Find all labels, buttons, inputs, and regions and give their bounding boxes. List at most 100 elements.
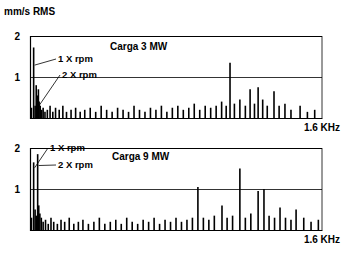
spike: [93, 222, 95, 230]
spike: [314, 110, 316, 118]
spike: [274, 218, 276, 230]
spike: [159, 224, 161, 230]
x-axis-line: [31, 230, 323, 231]
spike: [45, 220, 47, 230]
y-axis-line: [31, 37, 323, 119]
spike: [164, 220, 166, 230]
spike: [95, 112, 97, 118]
spike: [197, 187, 199, 230]
spike: [78, 222, 80, 230]
spike: [110, 222, 112, 230]
spike: [279, 207, 281, 230]
spike: [44, 112, 46, 118]
spike: [89, 108, 91, 118]
spike: [214, 216, 216, 230]
spike: [88, 224, 90, 230]
y-axis: 12: [14, 143, 322, 231]
y-tick: 2: [14, 31, 322, 42]
spike: [73, 224, 75, 230]
spike: [82, 220, 84, 230]
spike: [137, 224, 139, 230]
spike: [104, 224, 106, 230]
spike: [58, 110, 60, 118]
spike: [234, 104, 236, 118]
spike: [166, 112, 168, 118]
spike: [268, 216, 270, 230]
spike: [84, 110, 86, 118]
spike: [193, 104, 195, 118]
spike: [273, 91, 275, 118]
y-tick-label: 1: [14, 72, 20, 83]
spike: [33, 47, 35, 118]
spike: [239, 100, 241, 118]
spike: [126, 218, 128, 230]
spike: [47, 224, 49, 230]
spike: [318, 220, 320, 230]
spike: [257, 191, 259, 230]
spike: [39, 106, 41, 118]
spike: [249, 89, 251, 118]
spike: [133, 106, 135, 118]
spike: [70, 110, 72, 118]
spike: [210, 108, 212, 118]
spike: [115, 220, 117, 230]
spike: [128, 112, 130, 118]
spike: [295, 210, 297, 231]
spike: [239, 169, 241, 231]
annotation-leader: [39, 165, 56, 167]
spike: [278, 106, 280, 118]
spike: [153, 218, 155, 230]
spike: [257, 87, 259, 118]
y-axis: 12: [14, 31, 322, 119]
x-axis: [31, 230, 323, 231]
spectrum: [31, 47, 314, 118]
spike: [131, 222, 133, 230]
spike: [310, 222, 312, 230]
spike: [232, 216, 234, 230]
grid-line: [30, 189, 322, 190]
spike: [57, 224, 59, 230]
spike: [250, 214, 252, 230]
spike: [38, 89, 40, 118]
spike: [303, 218, 305, 230]
spike: [31, 218, 33, 230]
chart-root: 12Carga 3 MWmm/s RMS1.6 KHz1 X rpm2 X rp…: [0, 0, 344, 263]
spike: [100, 106, 102, 118]
spike: [111, 112, 113, 118]
spike: [79, 112, 81, 118]
spike: [68, 218, 70, 230]
frame: [322, 148, 323, 230]
spike: [262, 100, 264, 118]
panel: 12Carga 3 MWmm/s RMS1.6 KHz1 X rpm2 X rp…: [4, 6, 340, 133]
spike: [183, 110, 185, 118]
annotation-leader: [35, 148, 48, 168]
spike: [122, 110, 124, 118]
spike: [254, 104, 256, 118]
spike: [64, 222, 66, 230]
annotation: 1 X rpm: [58, 53, 93, 64]
annotation-leader: [35, 59, 56, 65]
spike: [225, 106, 227, 118]
y-tick-label: 2: [14, 143, 20, 154]
spike: [144, 112, 146, 118]
spike: [186, 220, 188, 230]
spike: [199, 110, 201, 118]
spike: [34, 210, 36, 231]
spike: [39, 214, 41, 230]
spike: [99, 218, 101, 230]
spike: [266, 106, 268, 118]
spike: [142, 220, 144, 230]
spike: [42, 108, 44, 118]
spike: [120, 224, 122, 230]
spike: [226, 218, 228, 230]
y-tick-label: 1: [14, 184, 20, 195]
spike: [263, 189, 265, 230]
spike: [172, 108, 174, 118]
y-tick-label: 2: [14, 31, 20, 42]
spike: [175, 218, 177, 230]
spike: [208, 220, 210, 230]
x-axis: [31, 118, 323, 119]
grid-line: [30, 36, 322, 37]
spike: [49, 106, 51, 118]
x-axis-title: 1.6 KHz: [304, 234, 340, 245]
